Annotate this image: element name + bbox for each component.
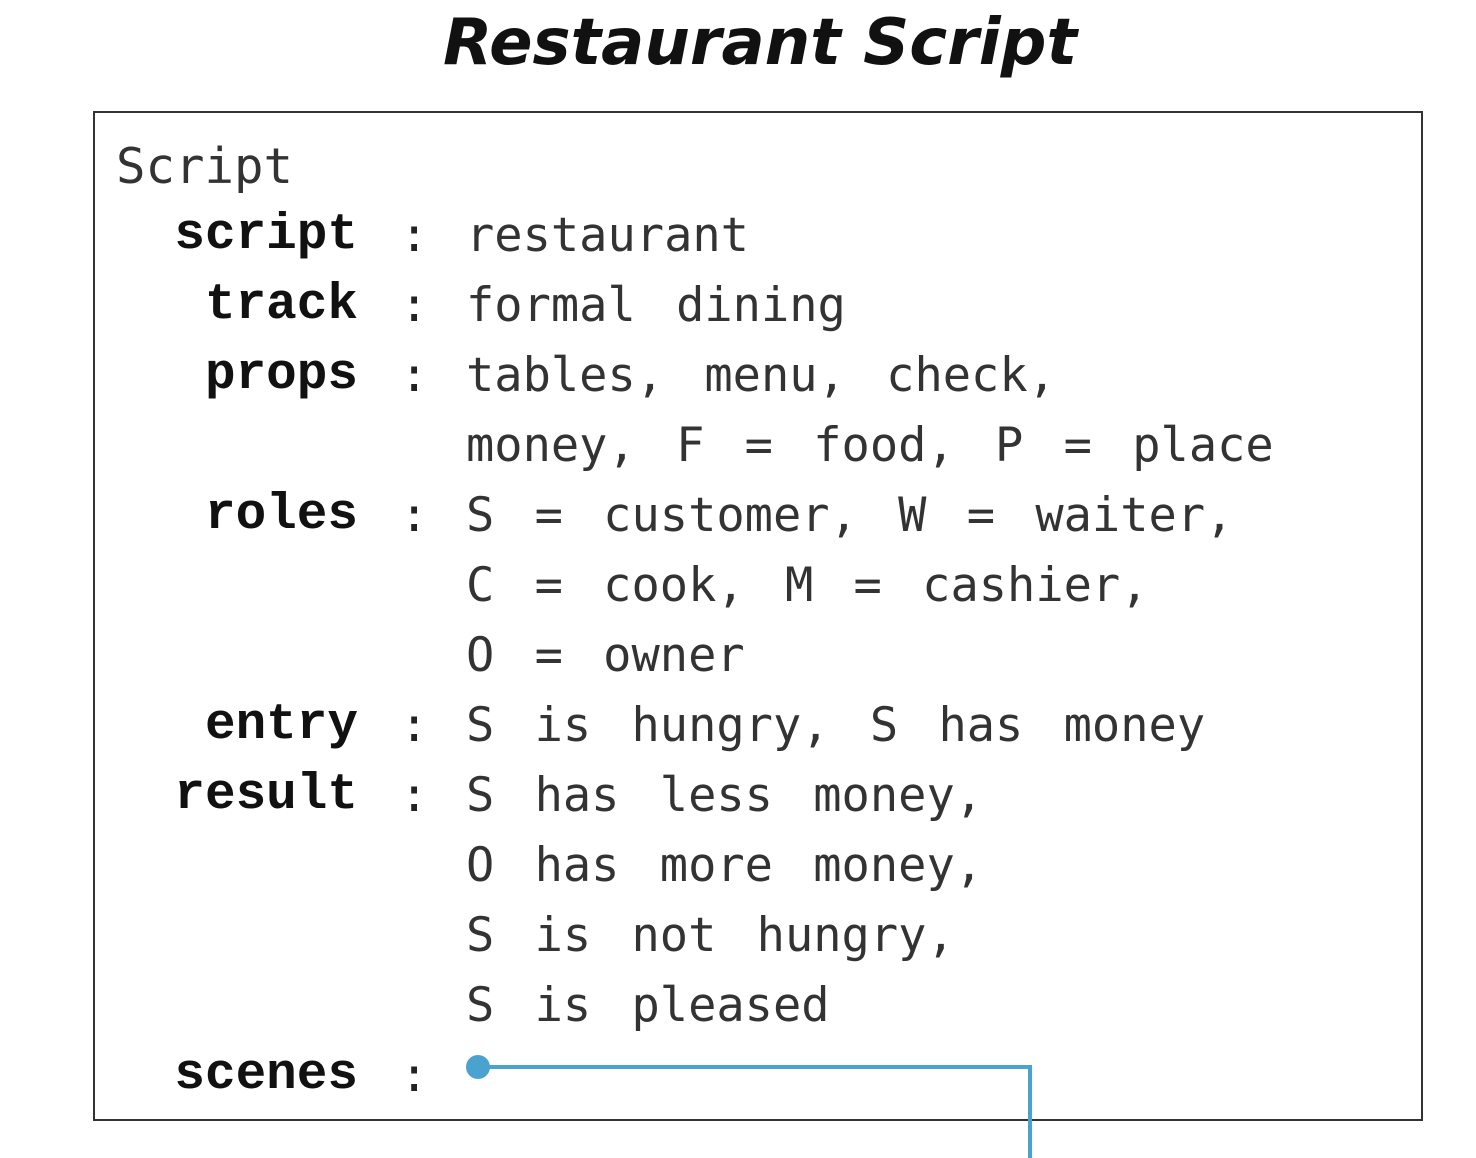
field-key-entry: entry [204, 697, 358, 754]
field-value-result-line-4: S is pleased [466, 978, 830, 1033]
field-value-result-line-2: O has more money, [466, 838, 984, 893]
field-value-roles-line-3: O = owner [466, 628, 745, 683]
field-key-roles: roles [204, 487, 358, 544]
field-value-props-line-2: money, F = food, P = place [466, 418, 1274, 473]
field-key-script: script [174, 207, 358, 264]
diagram-title: Restaurant Script [442, 6, 1078, 80]
field-value-roles-line-2: C = cook, M = cashier, [466, 558, 1149, 613]
field-colon-entry: : [400, 698, 429, 753]
field-colon-result: : [400, 768, 429, 823]
field-colon-script: : [400, 208, 429, 263]
field-colon-props: : [400, 348, 429, 403]
field-key-props: props [204, 347, 358, 404]
field-value-roles-line-1: S = customer, W = waiter, [466, 488, 1234, 543]
field-value-props-line-1: tables, menu, check, [466, 348, 1056, 403]
field-key-scenes: scenes [174, 1047, 358, 1104]
frame-header: Script [116, 138, 294, 195]
field-colon-scenes: : [400, 1048, 429, 1103]
field-value-entry-line-1: S is hungry, S has money [466, 698, 1206, 753]
field-value-script-line-1: restaurant [466, 208, 749, 263]
field-colon-roles: : [400, 488, 429, 543]
field-key-track: track [204, 277, 358, 334]
field-value-result-line-1: S has less money, [466, 768, 984, 823]
field-colon-track: : [400, 278, 429, 333]
field-key-result: result [174, 767, 358, 824]
field-value-result-line-3: S is not hungry, [466, 908, 955, 963]
field-value-track-line-1: formal dining [466, 278, 846, 333]
